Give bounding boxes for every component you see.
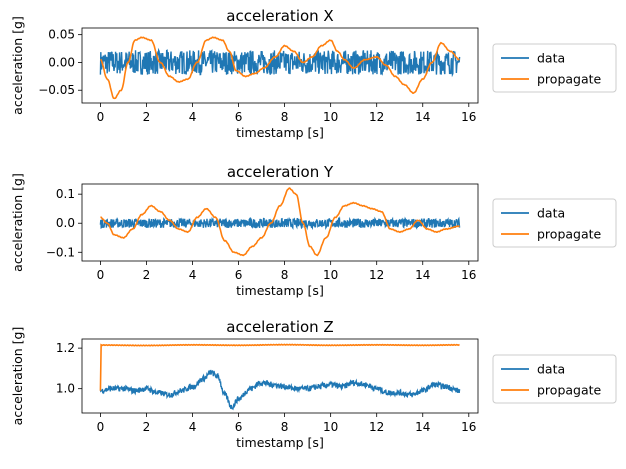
x-tick-label: 4 [189,110,197,124]
x-tick-label: 2 [143,420,151,434]
y-tick-label: −0.1 [46,245,75,259]
y-axis-label: acceleration [g] [10,327,25,426]
x-tick-label: 12 [369,110,384,124]
y-tick-label: 1.2 [56,341,75,355]
chart-title: acceleration X [226,7,333,25]
series-propagate-line [100,187,460,257]
x-axis-label: timestamp [s] [236,125,324,140]
series-propagate-line [99,343,460,391]
x-tick-label: 14 [415,268,430,282]
x-tick-label: 0 [97,420,105,434]
x-tick-label: 0 [97,268,105,282]
x-tick-label: 12 [369,420,384,434]
legend-label-data: data [537,362,565,377]
legend-label-data: data [537,206,565,221]
x-tick-label: 6 [235,110,243,124]
legend-label-propagate: propagate [537,72,602,87]
y-axis-label: acceleration [g] [10,173,25,272]
series-data-line [99,369,461,411]
legend: data propagate [492,354,617,404]
x-tick-label: 10 [323,110,338,124]
plot-frame [81,338,479,414]
chart-1: 0 2 4 6 8 10 12 14 16 −0.05 0.00 0.05 acceleration X… [10,7,617,140]
x-tick-label: 10 [323,420,338,434]
legend-frame [492,43,617,93]
x-axis-label: timestamp [s] [236,435,324,450]
y-axis-label: acceleration [g] [10,16,25,115]
chart-title: acceleration Z [226,318,333,336]
series-propagate-line [100,36,460,100]
legend-frame [492,198,617,248]
y-tick-label: 0.1 [56,187,75,201]
y-tick-label: 0.05 [48,28,75,42]
legend: data propagate [492,198,617,248]
x-tick-label: 14 [415,420,430,434]
chart-3: 0 2 4 6 8 10 12 14 16 1.0 1.2 acceleration Z timesta… [10,318,617,450]
plot-frame [81,183,479,262]
chart-title: acceleration Y [227,163,334,181]
legend: data propagate [492,43,617,93]
x-tick-label: 8 [281,110,289,124]
x-tick-label: 2 [143,268,151,282]
x-tick-label: 14 [415,110,430,124]
series-data-line [99,216,461,231]
x-axis-label: timestamp [s] [236,283,324,298]
x-tick-label: 6 [235,420,243,434]
x-tick-label: 4 [189,268,197,282]
chart-2: 0 2 4 6 8 10 12 14 16 −0.1 0.0 0.1 acceleration Y tim… [10,163,617,298]
plot-frame [81,27,479,104]
x-tick-label: 8 [281,420,289,434]
x-tick-label: 0 [97,110,105,124]
y-tick-label: 1.0 [56,382,75,396]
x-tick-label: 6 [235,268,243,282]
y-tick-label: 0.00 [48,55,75,69]
x-tick-label: 16 [461,110,476,124]
x-tick-label: 16 [461,420,476,434]
x-tick-label: 4 [189,420,197,434]
legend-label-propagate: propagate [537,383,602,398]
legend-label-data: data [537,51,565,66]
y-tick-label: −0.05 [38,83,75,97]
x-tick-label: 12 [369,268,384,282]
series-data-line [99,47,461,78]
x-tick-label: 10 [323,268,338,282]
legend-label-propagate: propagate [537,227,602,242]
legend-frame [492,354,617,404]
x-tick-label: 2 [143,110,151,124]
x-tick-label: 8 [281,268,289,282]
y-tick-label: 0.0 [56,216,75,230]
x-tick-label: 16 [461,268,476,282]
